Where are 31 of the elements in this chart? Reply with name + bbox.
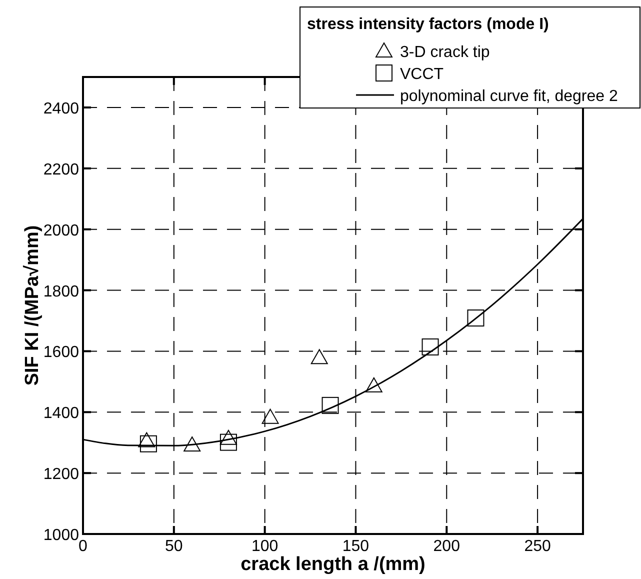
point — [422, 338, 439, 356]
point — [184, 436, 201, 452]
y-tick-label: 1800 — [43, 283, 80, 300]
legend-title: stress intensity factors (mode I) — [307, 16, 549, 33]
y-tick-label: 1400 — [43, 405, 80, 422]
x-tick-label: 0 — [78, 538, 88, 555]
point — [262, 408, 279, 424]
point — [310, 349, 328, 364]
x-tick-label: 100 — [251, 538, 278, 555]
y-tick-label: 1600 — [43, 344, 80, 362]
legend-label: polynominal curve fit, degree 2 — [400, 88, 618, 105]
point — [138, 432, 156, 448]
point — [322, 396, 339, 414]
y-tick-label: 2200 — [43, 161, 80, 178]
y-axis-title: SIF KI /(MPa√mm) — [22, 225, 43, 386]
y-tick-label: 2000 — [43, 222, 80, 240]
point — [220, 434, 237, 451]
y-tick-label: 1200 — [43, 466, 80, 484]
y-tick-label: 1000 — [43, 527, 80, 544]
x-tick-label: 150 — [342, 538, 370, 555]
point — [467, 309, 484, 326]
x-tick-label: 50 — [165, 538, 183, 555]
x-tick-label: 250 — [524, 538, 551, 555]
y-tick-label: 2400 — [43, 100, 80, 118]
point — [365, 377, 382, 392]
legend-label: 3-D crack tip — [400, 44, 490, 61]
legend-label: VCCT — [400, 66, 444, 83]
point — [220, 430, 237, 445]
x-tick-label: 200 — [433, 538, 460, 555]
point — [140, 435, 157, 452]
x-axis-title: crack length a /(mm) — [240, 554, 426, 575]
